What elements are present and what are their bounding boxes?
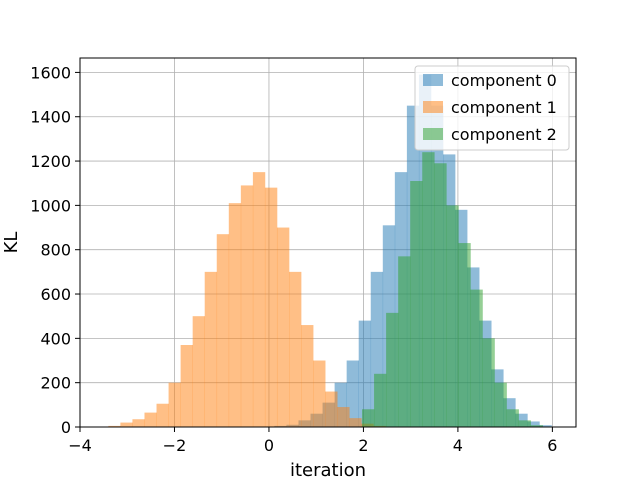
histogram-bar	[539, 425, 552, 427]
x-tick-label: 2	[358, 436, 368, 455]
y-tick-label: 1200	[30, 152, 71, 171]
legend-swatch	[423, 74, 443, 86]
legend-swatch	[423, 101, 443, 113]
legend-label: component 2	[451, 125, 557, 144]
histogram-bar	[446, 205, 459, 427]
series-2-bars	[362, 152, 556, 427]
x-tick-label: −4	[68, 436, 92, 455]
bars	[108, 74, 576, 428]
histogram-bar	[313, 360, 326, 427]
legend-label: component 0	[451, 71, 557, 90]
x-tick-label: 0	[264, 436, 274, 455]
legend-label: component 1	[451, 98, 557, 117]
histogram-bar	[362, 409, 375, 427]
histogram-bar	[494, 382, 507, 427]
histogram-bar	[180, 345, 193, 427]
histogram-bar	[482, 338, 495, 427]
grid	[79, 58, 576, 428]
histogram-bar	[337, 407, 350, 427]
x-tick-label: 4	[453, 436, 463, 455]
ticks: −4 −2 0 2 4 6 0 200 400 600 800 1000 1200 1400 1600	[30, 63, 557, 455]
y-tick-label: 200	[40, 374, 71, 393]
legend-box	[414, 65, 570, 151]
histogram-bar	[216, 234, 230, 427]
legend-swatch	[423, 128, 443, 140]
histogram-bar	[422, 152, 435, 427]
histogram-bar	[458, 243, 471, 427]
y-axis-label: KL	[1, 232, 22, 254]
histogram-bar	[527, 421, 540, 427]
histogram-bar	[410, 181, 423, 427]
histogram-bar	[276, 227, 290, 427]
series-1-bars	[108, 172, 398, 427]
histogram-bar	[132, 419, 145, 427]
histogram-bar	[108, 425, 121, 427]
y-tick-label: 0	[61, 418, 71, 437]
histogram-bar	[506, 409, 519, 427]
histogram-bar	[358, 320, 372, 427]
histogram-bar	[374, 373, 387, 427]
histogram-bar	[434, 163, 447, 427]
histogram-bar	[240, 185, 254, 427]
histogram-bar	[346, 360, 360, 427]
histogram-bar	[349, 418, 362, 427]
x-axis-label: iteration	[290, 460, 366, 480]
histogram-bar	[518, 420, 531, 427]
histogram-bar	[530, 425, 543, 427]
histogram-bar	[252, 172, 266, 427]
histogram-bar	[264, 187, 278, 427]
histogram-bar	[168, 382, 181, 427]
histogram-bar	[325, 391, 338, 427]
histogram-bar	[301, 325, 314, 427]
histogram-bar	[289, 271, 302, 427]
histogram-bar	[470, 289, 483, 427]
plot-frame	[79, 57, 577, 428]
legend: component 0 component 1 component 2	[414, 65, 570, 151]
y-tick-label: 1000	[30, 196, 71, 215]
y-tick-label: 1600	[30, 63, 71, 82]
x-tick-label: 6	[547, 436, 557, 455]
histogram-bar	[192, 316, 206, 427]
y-tick-label: 800	[40, 241, 71, 260]
histogram-bar	[228, 203, 242, 427]
histogram-bar	[156, 403, 169, 427]
histogram-bar	[120, 422, 133, 427]
y-tick-label: 600	[40, 285, 71, 304]
histogram-bar	[204, 271, 218, 427]
y-tick-label: 400	[40, 329, 71, 348]
histogram-bar	[386, 312, 399, 427]
y-tick-label: 1400	[30, 108, 71, 127]
x-tick-label: −2	[163, 436, 187, 455]
histogram-bar	[398, 256, 411, 427]
histogram-bar	[144, 412, 157, 427]
